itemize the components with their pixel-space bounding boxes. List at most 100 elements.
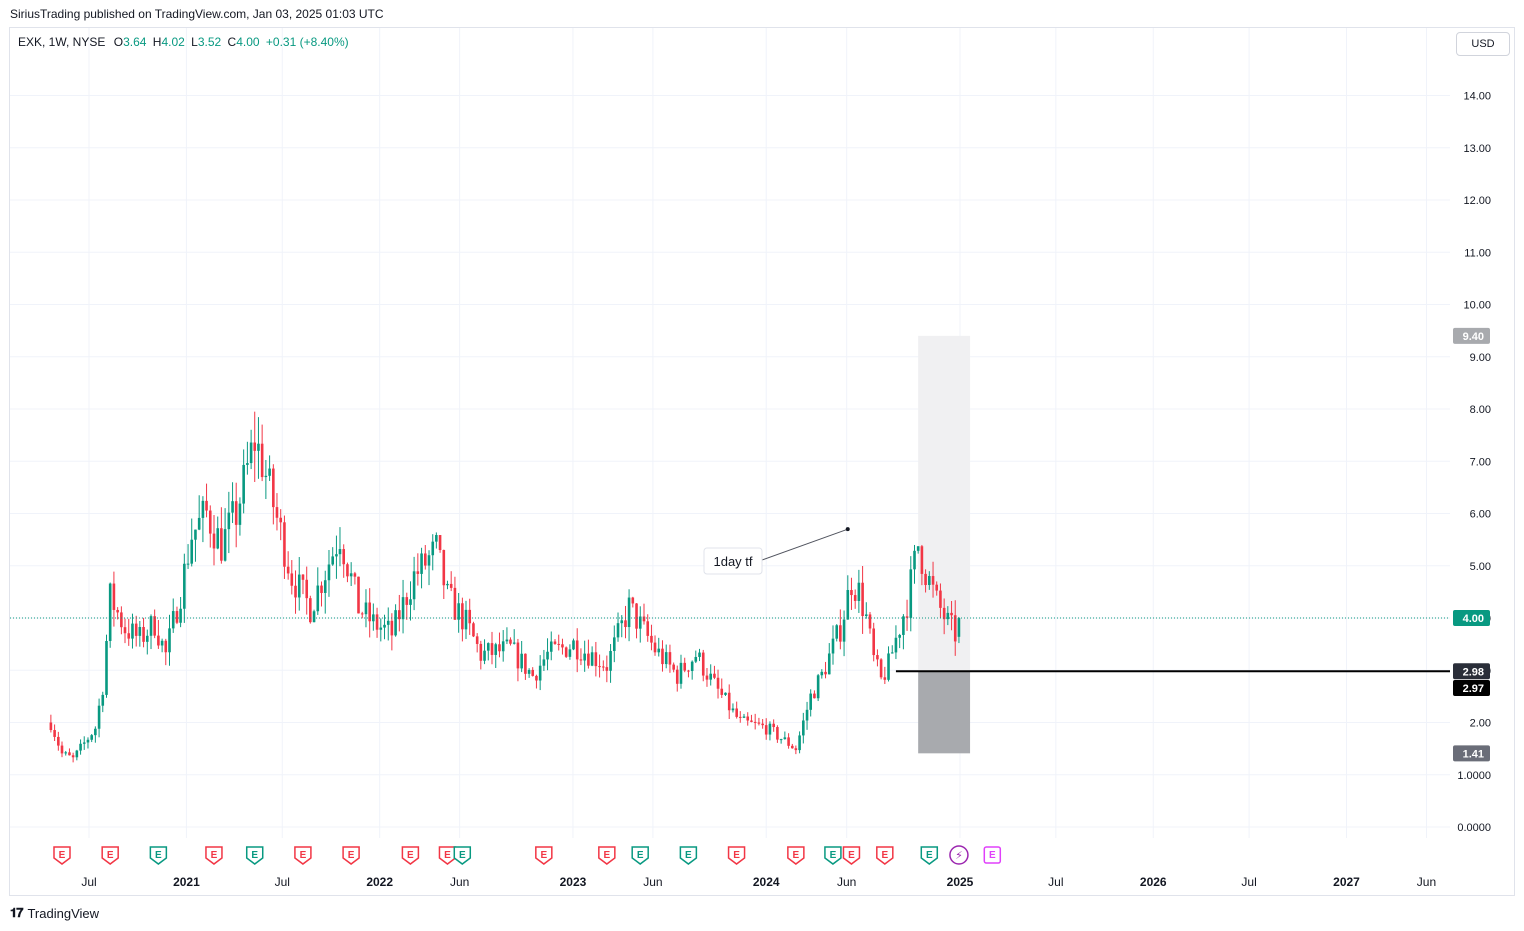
candle bbox=[916, 546, 920, 554]
candle-body bbox=[720, 688, 724, 695]
candle bbox=[390, 613, 394, 651]
candle-body bbox=[683, 662, 687, 671]
earnings-icon[interactable]: E bbox=[294, 846, 312, 865]
candle-body bbox=[171, 611, 175, 629]
earnings-icon[interactable]: E bbox=[842, 846, 861, 865]
candle-body bbox=[138, 626, 142, 636]
candle-body bbox=[268, 468, 271, 476]
candle bbox=[116, 607, 119, 620]
candle bbox=[627, 589, 631, 642]
candle-body bbox=[501, 641, 505, 652]
earnings-icon[interactable]: E bbox=[824, 846, 842, 865]
candle bbox=[516, 638, 520, 682]
candle-body bbox=[772, 723, 775, 728]
candle-body bbox=[409, 599, 412, 605]
candle-body bbox=[883, 677, 887, 680]
earnings-icon[interactable]: E bbox=[679, 846, 698, 865]
earnings-icon[interactable]: E bbox=[401, 846, 420, 865]
candle bbox=[427, 550, 431, 586]
price-range-box[interactable] bbox=[918, 335, 971, 754]
candle-body bbox=[909, 569, 913, 618]
earnings-icon[interactable]: E bbox=[342, 846, 360, 865]
candle-body bbox=[423, 553, 427, 566]
candle-body bbox=[864, 614, 868, 616]
candle-body bbox=[831, 638, 835, 654]
time-axis[interactable]: Jul 2021 Jul 2022 Jun 2023 Jun 2024 Jun 2025 Jul 20… bbox=[81, 875, 1436, 889]
chart-frame bbox=[9, 27, 1515, 896]
candle bbox=[909, 556, 913, 632]
candle bbox=[535, 674, 538, 689]
candle-body bbox=[379, 627, 383, 630]
earnings-icon[interactable]: E bbox=[876, 846, 894, 865]
candle bbox=[827, 643, 831, 675]
candle bbox=[575, 628, 579, 673]
candle-body bbox=[105, 640, 108, 695]
candle-body bbox=[698, 652, 701, 657]
earnings-icon[interactable]: E bbox=[245, 846, 264, 865]
price-axis[interactable]: 0.00001.00002.003.004.005.006.007.008.00… bbox=[1453, 91, 1491, 835]
candle bbox=[820, 669, 824, 679]
x-tick-label: 2027 bbox=[1333, 875, 1360, 889]
earnings-icon[interactable]: E bbox=[631, 846, 649, 865]
candlestick-series bbox=[49, 411, 961, 763]
candle-body bbox=[272, 468, 275, 508]
candle bbox=[286, 551, 290, 580]
earnings-icon[interactable]: E bbox=[787, 846, 805, 865]
earnings-icon-label: E bbox=[540, 850, 547, 861]
candle-body bbox=[479, 643, 483, 661]
candle-body bbox=[346, 564, 349, 577]
earnings-icon[interactable]: E bbox=[535, 846, 553, 865]
candle-body bbox=[568, 649, 572, 657]
candle bbox=[590, 646, 594, 667]
candle bbox=[776, 725, 779, 743]
candle bbox=[579, 648, 583, 666]
candle bbox=[323, 570, 327, 614]
earnings-icon[interactable]: E bbox=[983, 846, 1002, 864]
candle bbox=[950, 601, 953, 631]
earnings-icon[interactable]: E bbox=[149, 846, 168, 865]
candle bbox=[620, 615, 624, 638]
earnings-icon[interactable]: E bbox=[53, 846, 71, 865]
earnings-icon[interactable]: E bbox=[205, 846, 223, 865]
candle-body bbox=[624, 620, 627, 628]
y-tick-label: 12.00 bbox=[1463, 195, 1491, 207]
dividend-icon[interactable] bbox=[949, 845, 969, 865]
x-tick-label: 2026 bbox=[1140, 875, 1167, 889]
candle bbox=[142, 617, 145, 648]
price-tag-bg bbox=[1453, 680, 1490, 697]
candle-body bbox=[68, 752, 71, 756]
currency-button[interactable]: USD bbox=[1456, 32, 1510, 56]
earnings-icon[interactable]: E bbox=[920, 846, 939, 865]
earnings-icon[interactable]: E bbox=[453, 846, 472, 865]
candle bbox=[175, 606, 179, 625]
earnings-icon[interactable]: E bbox=[101, 846, 119, 865]
candle-body bbox=[509, 639, 512, 644]
candle-body bbox=[475, 636, 479, 644]
candle bbox=[242, 449, 245, 514]
annotation-callout[interactable] bbox=[703, 547, 763, 575]
candle bbox=[186, 544, 190, 569]
earnings-icon[interactable]: E bbox=[438, 846, 457, 865]
candle bbox=[638, 606, 642, 643]
candle bbox=[839, 609, 842, 650]
candle-body bbox=[713, 673, 716, 678]
tradingview-logo[interactable]: 𝟏𝟕 TradingView bbox=[10, 905, 99, 921]
earnings-icon-frame bbox=[727, 846, 746, 865]
x-tick-label: Jun bbox=[1417, 875, 1436, 889]
candle-body bbox=[431, 541, 435, 556]
candle bbox=[742, 713, 746, 719]
price-tag: 2.98 bbox=[1463, 666, 1484, 678]
price-tag-bg bbox=[1453, 327, 1490, 344]
candle-body bbox=[824, 671, 827, 675]
candle-body bbox=[575, 640, 579, 660]
price-tag-bg bbox=[1453, 745, 1490, 762]
candle bbox=[301, 574, 305, 595]
range-box-lower[interactable] bbox=[918, 671, 971, 754]
legend-close: 4.00 bbox=[236, 35, 260, 49]
legend-high-label: H bbox=[152, 35, 162, 49]
earnings-icon[interactable]: E bbox=[727, 846, 746, 865]
candle-body bbox=[512, 642, 516, 644]
legend-close-label: C bbox=[227, 35, 237, 49]
earnings-icon[interactable]: E bbox=[598, 846, 616, 865]
